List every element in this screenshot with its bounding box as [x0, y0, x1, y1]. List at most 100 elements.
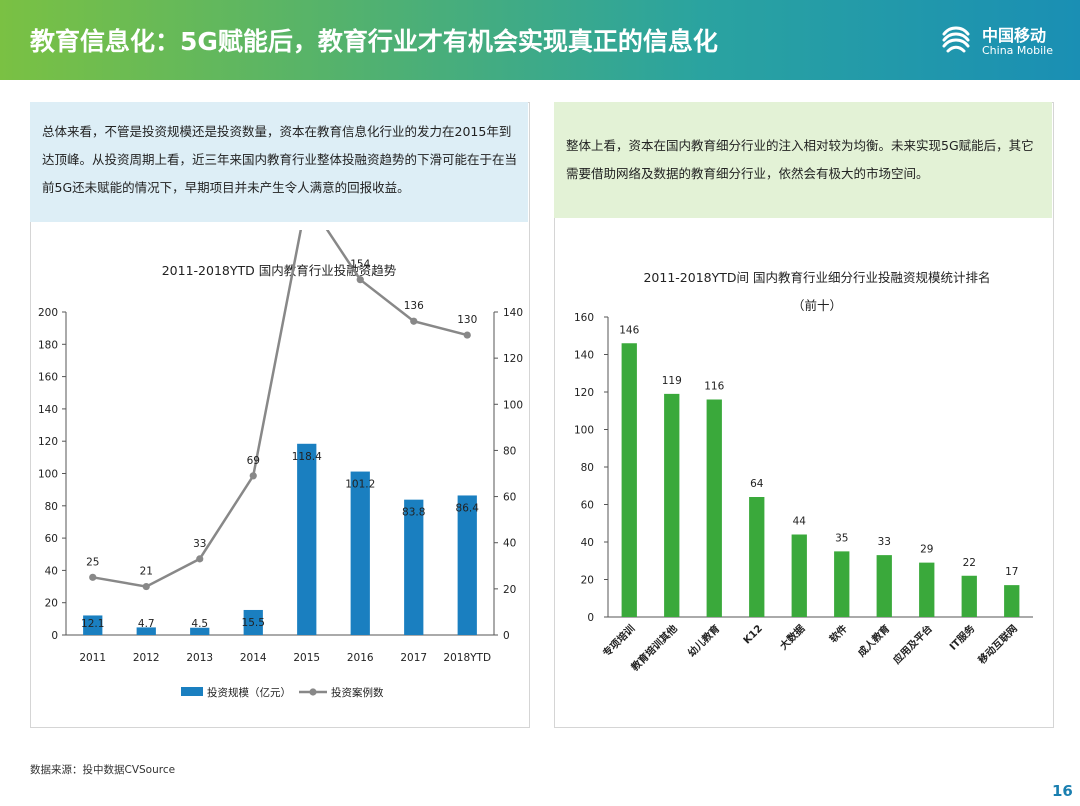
chart1-bar-value-label: 15.5: [242, 617, 265, 629]
chart1-bar-value-label: 4.7: [138, 618, 155, 630]
chart2-subtitle: （前十）: [792, 298, 842, 313]
chart2-category-label: IT服务: [947, 621, 978, 652]
chart2-category-label: 软件: [827, 622, 850, 645]
chart2-tick-label: 160: [574, 312, 594, 324]
logo-text-cn: 中国移动: [982, 26, 1047, 45]
chart2-bar: [1004, 585, 1020, 617]
chart1-line-point: [142, 582, 150, 591]
chart1-line-point: [410, 317, 418, 325]
chart1-right-tick-label: 100: [503, 399, 523, 411]
chart2-tick-label: 20: [581, 575, 594, 587]
chart1-left-tick-label: 40: [45, 565, 58, 577]
chart1-left-tick-label: 120: [38, 436, 58, 448]
chart1-bar-value-label: 86.4: [456, 502, 480, 514]
chart2-tick-label: 100: [574, 425, 594, 437]
chart1-line-point: [249, 472, 257, 480]
chart2-bar-value-label: 35: [835, 532, 848, 544]
chart2-bar: [791, 534, 807, 617]
chart2-bar: [706, 399, 722, 617]
chart1-line-point: [89, 573, 97, 581]
chart1-line-value-label: 33: [193, 538, 206, 550]
chart1-category-label: 2013: [186, 652, 213, 664]
chart1-line: [92, 230, 468, 588]
chart1-left-tick-label: 160: [38, 372, 58, 384]
chart2-bar: [621, 343, 637, 617]
chart1-bar: [457, 495, 477, 635]
chart1-left-tick-label: 0: [51, 630, 58, 642]
chart2-category-label: K12: [742, 623, 765, 646]
chart1-line-value-label: 154: [350, 259, 370, 271]
chart2-category-label: 应用及平台: [890, 622, 935, 667]
chart2-bar-value-label: 119: [662, 375, 682, 387]
chart1-category-label: 2018YTD: [443, 652, 491, 664]
segment-ranking-chart: 2011-2018YTD间 国内教育行业细分行业投融资规模统计排名 （前十） 0 20…: [574, 270, 1033, 674]
chart1-right-tick-label: 80: [503, 445, 516, 457]
chart1-bar: [136, 627, 156, 635]
chart1-left-tick-label: 180: [38, 339, 58, 351]
chart2-bar-value-label: 22: [963, 557, 976, 569]
chart1-line-point: [463, 331, 471, 339]
chart2-bar-value-label: 146: [619, 324, 639, 336]
page-number: 16: [1052, 782, 1073, 800]
chart2-tick-label: 140: [574, 350, 594, 362]
chart1-left-tick-label: 80: [45, 501, 58, 513]
chart2-bar: [664, 393, 680, 617]
china-mobile-logo: 中国移动 China Mobile: [938, 22, 1074, 62]
chart1-bar-value-label: 83.8: [402, 507, 425, 519]
chart2-bar-value-label: 17: [1005, 566, 1018, 578]
chart1-right-tick-label: 120: [503, 353, 523, 365]
chart1-bar: [350, 471, 370, 635]
chart1-right-tick-label: 60: [503, 492, 516, 504]
chart1-bar: [83, 615, 103, 635]
chart1-line-value-label: 25: [86, 556, 99, 568]
chart1-left-tick-label: 60: [45, 533, 58, 545]
chart1-right-tick-label: 140: [503, 307, 523, 319]
chart2-category-label: 专项培训: [600, 622, 637, 659]
chart1-line-value-label: 21: [140, 566, 153, 578]
chart1-left-tick-label: 100: [38, 469, 58, 481]
china-mobile-logo-icon: [942, 26, 970, 53]
chart2-bar-value-label: 64: [750, 478, 764, 490]
chart1-legend-bar-label: 投资规模（亿元）: [207, 686, 291, 699]
chart2-category-label: 移动互联网: [975, 622, 1020, 667]
chart1-bar-value-label: 101.2: [345, 479, 375, 491]
logo-text-en: China Mobile: [982, 44, 1054, 57]
chart1-left-tick-label: 140: [38, 404, 58, 416]
chart2-tick-label: 80: [581, 462, 594, 474]
chart2-category-label: 幼儿教育: [685, 622, 722, 659]
chart1-line-value-label: 130: [457, 314, 477, 326]
chart2-bar-value-label: 33: [878, 536, 891, 548]
chart1-legend-bar-swatch: [181, 687, 203, 696]
chart2-category-label: 大数据: [777, 622, 807, 652]
chart1-legend-line-marker: [309, 688, 317, 696]
chart2-tick-label: 120: [574, 387, 594, 399]
chart2-bar-value-label: 44: [793, 516, 807, 528]
chart1-title: 2011-2018YTD 国内教育行业投融资趋势: [162, 263, 397, 278]
chart2-bar: [834, 551, 850, 617]
chart1-category-label: 2014: [240, 652, 267, 664]
chart1-legend-line-label: 投资案例数: [331, 686, 384, 699]
chart2-category-label: 成人教育: [855, 622, 892, 659]
page-title: 教育信息化：5G赋能后，教育行业才有机会实现真正的信息化: [30, 27, 718, 56]
investment-trend-chart: 2011-2018YTD 国内教育行业投融资趋势 0 20 40 60 80 100 120 1…: [38, 230, 523, 699]
chart1-category-label: 2011: [79, 652, 106, 664]
chart2-tick-label: 0: [587, 612, 594, 624]
chart2-bar: [749, 497, 765, 617]
chart2-title: 2011-2018YTD间 国内教育行业细分行业投融资规模统计排名: [643, 270, 990, 285]
chart2-tick-label: 60: [581, 500, 594, 512]
chart2-tick-label: 40: [581, 537, 594, 549]
chart1-right-tick-label: 20: [503, 584, 516, 596]
chart1-bar: [243, 609, 263, 635]
chart1-bar: [404, 499, 424, 635]
chart1-bar: [297, 443, 317, 635]
chart1-category-label: 2016: [347, 652, 374, 664]
chart2-bar: [961, 575, 977, 617]
chart1-category-label: 2017: [400, 652, 427, 664]
chart1-category-label: 2015: [293, 652, 320, 664]
left-summary-text: 总体来看，不管是投资规模还是投资数量，资本在教育信息化行业的发力在2015年到达…: [30, 102, 528, 222]
chart1-bar: [190, 627, 210, 635]
chart1-line-value-label: 136: [404, 300, 424, 312]
chart1-line-point: [196, 555, 204, 563]
right-summary-text: 整体上看，资本在国内教育细分行业的注入相对较为均衡。未来实现5G赋能后，其它需要…: [554, 102, 1052, 218]
chart1-bar-value-label: 4.5: [191, 618, 208, 630]
